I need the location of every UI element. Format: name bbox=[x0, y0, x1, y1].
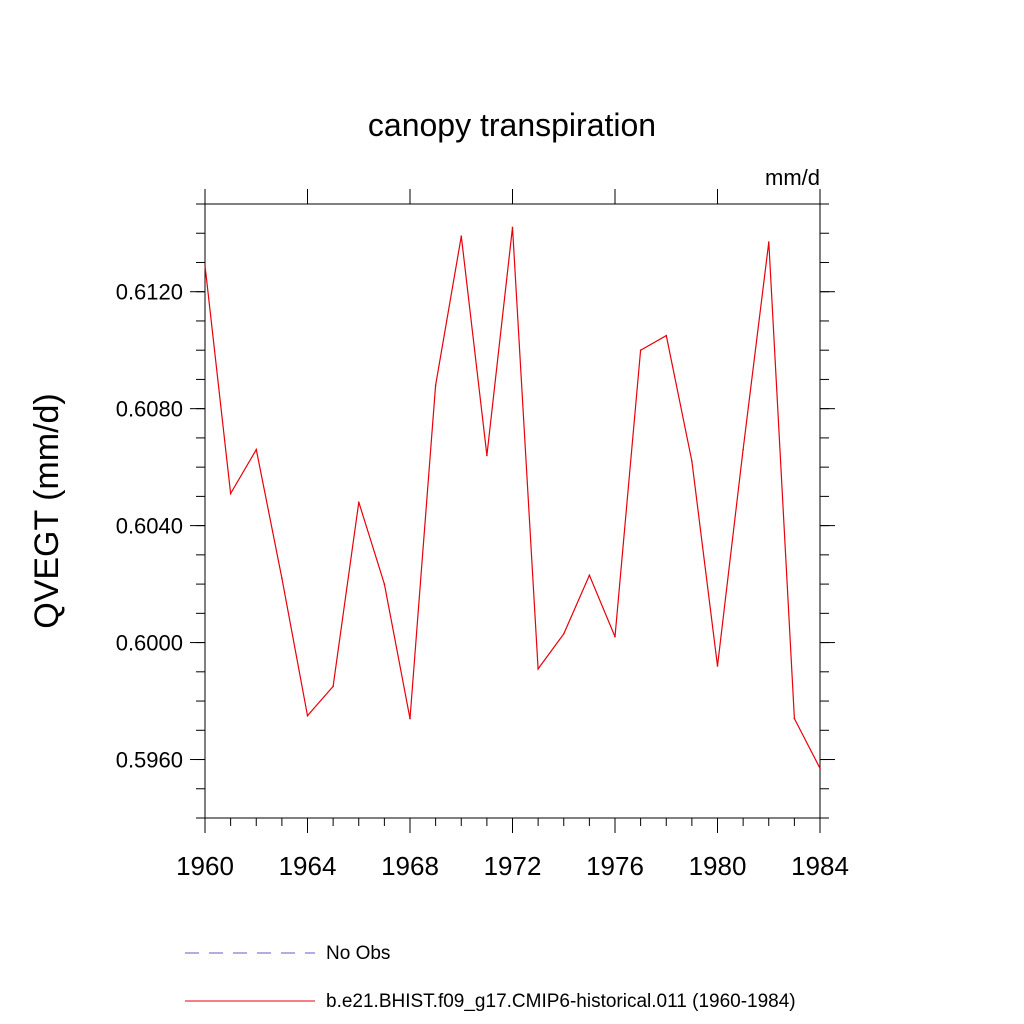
legend-series-label: b.e21.BHIST.f09_g17.CMIP6-historical.011… bbox=[326, 991, 796, 1012]
series-point bbox=[665, 334, 668, 337]
series-point bbox=[588, 574, 591, 577]
series-point bbox=[434, 384, 437, 387]
series-point bbox=[639, 349, 642, 351]
series-point bbox=[511, 226, 514, 229]
series-point bbox=[742, 448, 744, 451]
series-point bbox=[716, 665, 719, 667]
series-point bbox=[460, 235, 463, 237]
plot-frame bbox=[204, 203, 821, 819]
series-point bbox=[255, 448, 258, 451]
y-tick-label: 0.6080 bbox=[116, 397, 183, 422]
x-tick-label: 1984 bbox=[791, 851, 849, 881]
series-line bbox=[204, 227, 821, 769]
major-ticks bbox=[190, 189, 835, 833]
unit-label: mm/d bbox=[765, 165, 820, 190]
series-point bbox=[793, 717, 796, 720]
series-point bbox=[767, 241, 770, 243]
series-layer bbox=[204, 226, 821, 770]
y-tick-label: 0.6040 bbox=[116, 514, 183, 539]
series-point bbox=[306, 714, 309, 717]
y-tick-label: 0.5960 bbox=[116, 748, 183, 773]
series-point bbox=[486, 454, 488, 457]
series-point bbox=[537, 668, 539, 670]
x-tick-label: 1968 bbox=[381, 851, 439, 881]
y-axis-label: QVEGT (mm/d) bbox=[28, 393, 66, 629]
series-point bbox=[204, 264, 206, 267]
x-tick-label: 1960 bbox=[176, 851, 234, 881]
x-tick-labels: 1960 1964 1968 1972 1976 1980 1984 bbox=[176, 851, 849, 881]
chart-title: canopy transpiration bbox=[368, 107, 656, 143]
x-tick-label: 1980 bbox=[689, 851, 747, 881]
series-point bbox=[229, 492, 232, 495]
y-tick-labels: 0.5960 0.6000 0.6040 0.6080 0.6120 bbox=[116, 280, 183, 773]
y-tick-label: 0.6120 bbox=[116, 280, 183, 305]
minor-ticks bbox=[196, 203, 829, 826]
x-tick-label: 1976 bbox=[586, 851, 644, 881]
series-point bbox=[332, 685, 334, 688]
x-tick-label: 1972 bbox=[484, 851, 542, 881]
series-point bbox=[614, 635, 616, 638]
series-point bbox=[562, 633, 565, 635]
series-point bbox=[383, 583, 386, 585]
series-point bbox=[691, 460, 693, 463]
series-point bbox=[281, 577, 283, 580]
series-point bbox=[819, 767, 821, 770]
legend-no-obs-label: No Obs bbox=[326, 943, 390, 964]
series-point bbox=[357, 501, 360, 504]
y-tick-label: 0.6000 bbox=[116, 631, 183, 656]
series-point bbox=[409, 717, 411, 720]
legend: No Obs b.e21.BHIST.f09_g17.CMIP6-histori… bbox=[185, 943, 796, 1012]
x-tick-label: 1964 bbox=[279, 851, 337, 881]
